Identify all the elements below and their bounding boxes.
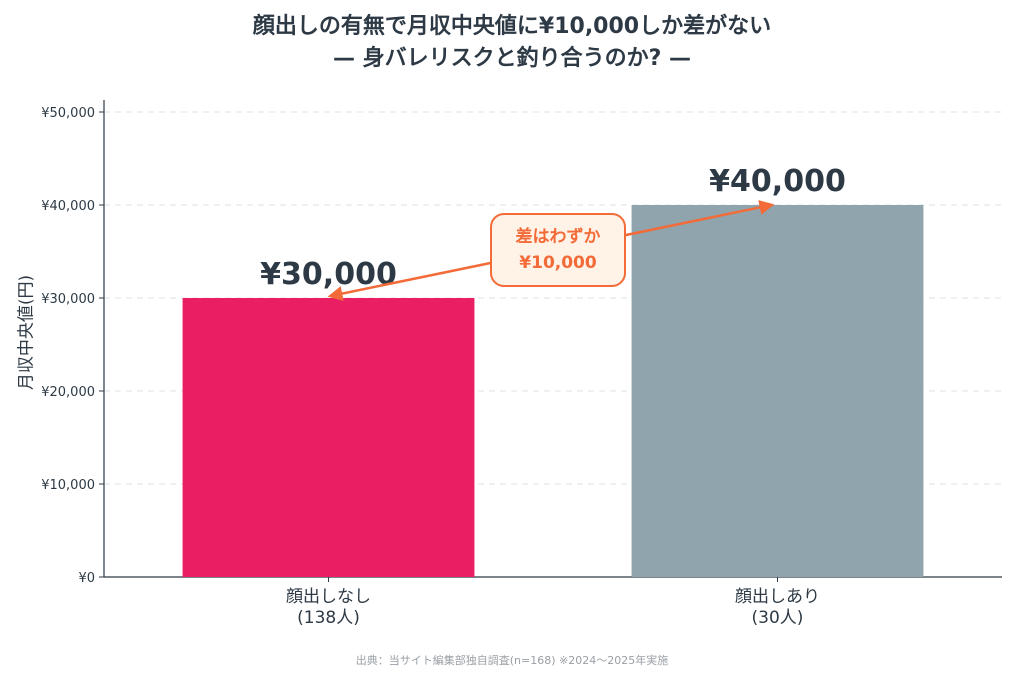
y-tick-label: ¥20,000 (41, 385, 95, 400)
y-tick-label: ¥0 (78, 571, 95, 586)
y-tick-label: ¥30,000 (41, 292, 95, 307)
y-tick-label: ¥50,000 (41, 106, 95, 121)
y-tick-label: ¥10,000 (41, 478, 95, 493)
x-tick-label: 顔出しあり (735, 587, 820, 607)
callout-line1: 差はわずか (515, 227, 601, 247)
chart-title: 顔出しの有無で月収中央値に¥10,000しか差がない (252, 14, 772, 39)
chart-subtitle: — 身バレリスクと釣り合うのか? — (332, 46, 692, 71)
bar-0 (182, 298, 475, 577)
difference-callout: 差はわずか ¥10,000 (490, 213, 626, 287)
callout-line2: ¥10,000 (519, 253, 597, 273)
y-axis-label: 月収中央値(円) (16, 274, 37, 391)
x-tick-label: (138人) (297, 608, 360, 628)
source-note: 出典：当サイト編集部独自調査(n=168) ※2024〜2025年実施 (355, 654, 669, 667)
bar-value-label: ¥40,000 (709, 164, 846, 199)
bar-1 (631, 205, 924, 577)
x-tick-label: (30人) (752, 608, 804, 628)
x-tick-label: 顔出しなし (286, 587, 371, 607)
y-tick-label: ¥40,000 (41, 199, 95, 214)
